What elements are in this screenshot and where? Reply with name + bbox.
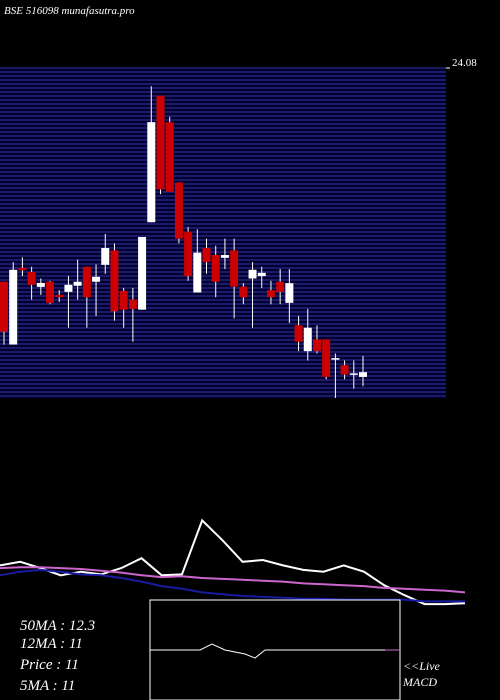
candle-body: [0, 281, 8, 332]
candle-body: [359, 372, 367, 377]
ma-label: 5MA : 11: [20, 678, 75, 694]
candle-body: [248, 269, 257, 279]
price-band: 24.08: [0, 57, 477, 398]
candle-body: [64, 284, 73, 292]
indicator-line: [0, 566, 466, 594]
candle-body: [257, 272, 266, 277]
candle-body: [55, 294, 64, 298]
candle-body: [128, 299, 137, 309]
candle-body: [36, 282, 45, 287]
candle-body: [322, 339, 331, 377]
candle-body: [165, 122, 174, 192]
macd-label: MACD: [402, 675, 437, 689]
candle-body: [303, 327, 312, 352]
macd-label: <<Live: [403, 659, 441, 673]
candle-body: [276, 281, 285, 292]
candle-body: [349, 373, 358, 375]
candle-body: [211, 255, 220, 282]
candle-body: [193, 252, 202, 293]
band-fill: [0, 68, 446, 398]
candle-body: [110, 250, 119, 312]
candle-body: [202, 248, 211, 263]
candle-body: [46, 281, 55, 303]
macd-line: [150, 643, 385, 659]
candle-body: [312, 339, 321, 352]
candle-body: [220, 255, 229, 258]
candle-body: [138, 236, 147, 310]
candle-body: [101, 248, 110, 265]
candle-body: [119, 290, 128, 310]
indicator-line: [0, 518, 466, 606]
chart-title: BSE 516098 munafasutra.pro: [4, 5, 135, 17]
ma-label: 12MA : 11: [20, 636, 83, 652]
candle-body: [331, 358, 340, 360]
candle-body: [9, 269, 18, 345]
candle-body: [18, 267, 27, 271]
candle-body: [27, 271, 36, 285]
candle-body: [184, 231, 193, 277]
candle-body: [174, 182, 183, 239]
candle-body: [156, 95, 165, 190]
ma-label: Price : 11: [19, 657, 79, 673]
candle-body: [239, 286, 248, 298]
candle-body: [82, 266, 91, 298]
candle-body: [340, 365, 349, 375]
ma-label: 50MA : 12.3: [20, 618, 95, 634]
candle-body: [73, 281, 82, 286]
candle-body: [285, 283, 294, 303]
candle-body: [147, 122, 156, 223]
candle-body: [92, 276, 101, 282]
candle-body: [230, 250, 239, 287]
candles: [0, 86, 367, 398]
y-tick-label: 24.08: [452, 57, 477, 69]
candle-body: [266, 290, 275, 298]
candle-body: [294, 325, 303, 342]
